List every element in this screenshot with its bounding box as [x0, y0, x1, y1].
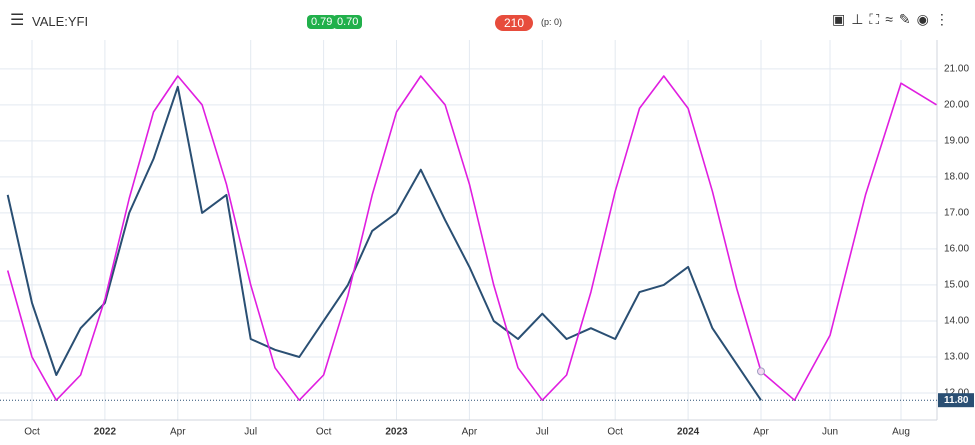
last-value-label: 11.80 — [944, 395, 969, 406]
cursor-point — [757, 367, 765, 376]
x-tick-label: Apr — [170, 427, 186, 438]
badge: 0.70 — [333, 15, 363, 29]
y-tick-label: 15.00 — [944, 280, 969, 291]
y-tick-label: 19.00 — [944, 135, 969, 146]
y-tick-label: 17.00 — [944, 208, 969, 219]
y-tick-label: 20.00 — [944, 99, 969, 110]
x-tick-label: Oct — [607, 427, 623, 438]
x-tick-label: Jul — [244, 427, 257, 438]
series-line — [6, 85, 762, 401]
x-tick-label: Apr — [462, 427, 478, 438]
toolbar: ☰ VALE:YFI 0.79 0.70 210 (p: 0) ▣⊥⛶≈✎◉⋮ — [0, 0, 975, 40]
x-tick-label: Oct — [24, 427, 40, 438]
x-tick-label: 2023 — [385, 427, 408, 438]
badge: 0.79 — [307, 15, 337, 29]
y-tick-label: 18.00 — [944, 172, 969, 183]
last-value-box — [938, 393, 974, 408]
menu-icon[interactable]: ☰ — [10, 12, 25, 29]
y-tick-label: 13.00 — [944, 352, 969, 363]
x-tick-label: 2022 — [94, 427, 117, 438]
series-line — [6, 75, 937, 401]
y-tick-label: 16.00 — [944, 244, 969, 255]
count-badge: 210 — [495, 15, 534, 31]
x-tick-label: Oct — [316, 427, 332, 438]
symbol: VALE:YFI — [32, 14, 89, 29]
x-tick-label: Jun — [822, 427, 838, 438]
y-tick-label: 21.00 — [944, 63, 969, 74]
y-tick-label: 14.00 — [944, 316, 969, 327]
p-note: (p: 0) — [541, 17, 563, 27]
x-tick-label: Jul — [536, 427, 549, 438]
toolbar-icons[interactable]: ▣⊥⛶≈✎◉⋮ — [832, 11, 955, 27]
plot-bg — [0, 40, 937, 420]
x-tick-label: 2024 — [677, 427, 700, 438]
y-tick-label: 12.00 — [944, 388, 969, 399]
x-tick-label: Aug — [892, 427, 910, 438]
x-tick-label: Apr — [753, 427, 769, 438]
